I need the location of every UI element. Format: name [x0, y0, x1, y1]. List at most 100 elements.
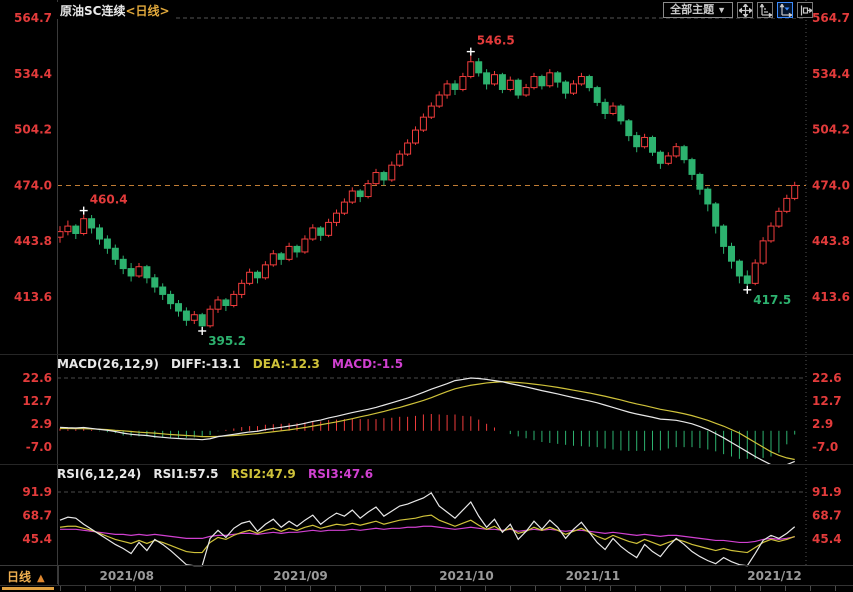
- candle: [625, 120, 633, 137]
- active-tab-underline: [2, 587, 54, 590]
- candle: [522, 87, 530, 96]
- candle: [664, 155, 672, 164]
- candle: [356, 190, 364, 198]
- candle: [246, 271, 254, 284]
- candle: [254, 271, 261, 279]
- svg-text:474.0: 474.0: [812, 178, 850, 192]
- date-label: 2021/08: [100, 569, 154, 583]
- candle: [175, 303, 182, 312]
- candle: [57, 231, 64, 238]
- rsi2-value: RSI2:47.9: [230, 467, 296, 481]
- svg-text:45.4: 45.4: [22, 532, 52, 546]
- axis-latest-icon[interactable]: [777, 2, 793, 18]
- candle: [743, 275, 751, 284]
- axis-tick-labels: 564.7 564.7 534.4 534.4 504.2 504.2 474.0 474.0…: [14, 11, 850, 546]
- rsi-series: [59, 492, 796, 567]
- candle: [111, 247, 119, 260]
- candle: [80, 218, 88, 234]
- triangle-up-icon: ▲: [37, 573, 45, 584]
- candle: [143, 266, 151, 279]
- candle: [325, 221, 333, 236]
- candle: [167, 293, 175, 305]
- tab-daily[interactable]: 日线 ▲: [7, 568, 45, 585]
- grid-lines: [57, 0, 807, 565]
- candle: [759, 240, 767, 264]
- svg-text:-7.0: -7.0: [812, 440, 838, 454]
- candle: [530, 76, 538, 89]
- candle: [103, 238, 111, 249]
- candle: [656, 151, 664, 164]
- candle: [775, 210, 783, 227]
- axis-scale-icon[interactable]: [757, 2, 773, 18]
- candle: [127, 268, 135, 277]
- tab-daily-label: 日线: [7, 570, 32, 584]
- price-annotations: 460.4 395.2 546.5 417.5: [79, 34, 791, 348]
- candle: [301, 238, 309, 253]
- candle: [577, 76, 585, 85]
- svg-text:12.7: 12.7: [812, 394, 842, 408]
- date-labels: 2021/08 2021/09 2021/10 2021/11 2021/12: [100, 569, 802, 583]
- swing-label: 417.5: [753, 293, 791, 307]
- candle: [617, 105, 625, 122]
- candle: [96, 227, 103, 240]
- candle: [214, 299, 222, 310]
- macd-macd-value: MACD:-1.5: [332, 357, 404, 371]
- candle: [159, 286, 167, 295]
- candle: [712, 203, 720, 227]
- candle: [601, 101, 609, 114]
- candle: [483, 72, 491, 85]
- candle: [269, 253, 277, 266]
- svg-text:443.8: 443.8: [812, 234, 850, 248]
- svg-text:68.7: 68.7: [812, 508, 842, 522]
- candle: [238, 282, 246, 295]
- candle: [475, 61, 483, 74]
- candle: [514, 79, 522, 96]
- candle: [119, 258, 127, 270]
- svg-text:534.4: 534.4: [14, 67, 52, 81]
- themes-dropdown-label: 全部主题: [670, 4, 715, 16]
- svg-text:2.9: 2.9: [31, 417, 52, 431]
- macd-name: MACD(26,12,9): [57, 357, 159, 371]
- candle: [633, 135, 641, 148]
- svg-text:45.4: 45.4: [812, 532, 842, 546]
- candle: [585, 76, 593, 89]
- time-ruler[interactable]: [0, 586, 853, 592]
- chart-toolbar: 全部主题 ▼: [663, 2, 813, 18]
- rsi1-value: RSI1:57.5: [153, 467, 219, 481]
- candle: [293, 245, 301, 253]
- candle: [791, 184, 799, 199]
- candle: [419, 116, 427, 131]
- candle: [348, 190, 356, 203]
- candle: [491, 74, 498, 85]
- candle: [720, 225, 728, 247]
- date-label: 2021/10: [439, 569, 493, 583]
- candle: [435, 94, 443, 107]
- candle: [206, 308, 214, 327]
- time-ruler-ticks: [60, 586, 853, 591]
- svg-text:504.2: 504.2: [812, 123, 850, 137]
- candle: [198, 314, 206, 327]
- exit-right-icon[interactable]: [797, 2, 813, 18]
- svg-text:413.6: 413.6: [14, 290, 52, 304]
- candle: [88, 218, 96, 229]
- candle: [672, 146, 680, 157]
- macd-series: [59, 377, 796, 465]
- candle: [554, 72, 562, 83]
- svg-text:91.9: 91.9: [812, 485, 842, 499]
- candle: [688, 159, 696, 175]
- candle: [309, 227, 317, 240]
- svg-text:2.9: 2.9: [812, 417, 833, 431]
- candle: [372, 172, 380, 185]
- candle: [340, 201, 348, 214]
- panel-separator: [0, 354, 853, 355]
- move-icon[interactable]: [737, 2, 753, 18]
- candle: [641, 136, 649, 148]
- candle: [443, 83, 451, 96]
- candle: [704, 188, 712, 205]
- themes-dropdown[interactable]: 全部主题 ▼: [663, 2, 733, 18]
- candle: [498, 74, 506, 90]
- svg-text:564.7: 564.7: [812, 11, 850, 25]
- tab-separator: [58, 566, 59, 585]
- candle: [783, 197, 791, 212]
